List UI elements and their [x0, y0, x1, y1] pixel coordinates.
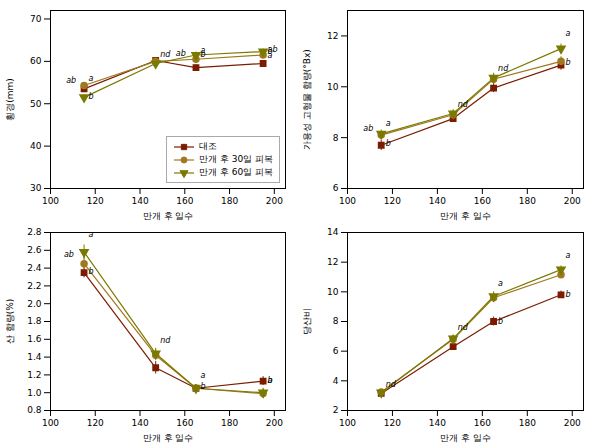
- svg-text:120: 120: [87, 196, 104, 206]
- svg-text:200: 200: [564, 196, 581, 206]
- svg-text:12: 12: [327, 257, 338, 267]
- svg-text:6: 6: [333, 346, 339, 356]
- svg-text:30: 30: [30, 183, 42, 193]
- svg-text:2.2: 2.2: [27, 281, 41, 291]
- svg-text:160: 160: [176, 196, 193, 206]
- svg-text:a: a: [566, 29, 571, 38]
- svg-text:4: 4: [333, 376, 339, 386]
- svg-text:50: 50: [30, 99, 42, 109]
- svg-text:12: 12: [327, 31, 338, 41]
- svg-text:8: 8: [333, 133, 339, 143]
- svg-text:140: 140: [429, 196, 446, 206]
- svg-text:40: 40: [30, 141, 42, 151]
- svg-text:1.8: 1.8: [27, 316, 42, 326]
- svg-text:2.8: 2.8: [27, 227, 42, 237]
- svg-text:140: 140: [131, 196, 148, 206]
- svg-text:120: 120: [384, 196, 401, 206]
- svg-text:100: 100: [42, 196, 59, 206]
- svg-text:만개 후 일수: 만개 후 일수: [440, 433, 491, 443]
- svg-text:a: a: [89, 230, 94, 239]
- svg-text:2.0: 2.0: [27, 299, 42, 309]
- svg-text:180: 180: [519, 196, 536, 206]
- svg-text:nd: nd: [458, 100, 469, 109]
- svg-text:b: b: [386, 139, 391, 148]
- svg-text:a: a: [268, 376, 273, 385]
- svg-text:a: a: [566, 251, 571, 260]
- svg-text:b: b: [89, 92, 94, 101]
- svg-text:200: 200: [266, 196, 283, 206]
- svg-text:b: b: [566, 58, 571, 67]
- svg-text:만개 후 일수: 만개 후 일수: [143, 433, 194, 443]
- svg-text:산 함량(%): 산 함량(%): [5, 299, 15, 344]
- svg-text:2.4: 2.4: [27, 263, 42, 273]
- svg-text:만개 후 일수: 만개 후 일수: [143, 211, 194, 221]
- svg-text:b: b: [89, 267, 94, 276]
- svg-text:만개 후 일수: 만개 후 일수: [440, 211, 491, 221]
- svg-text:a: a: [89, 74, 94, 83]
- html-text:만개 후 30일 피복: 만개 후 30일 피복: [199, 154, 273, 164]
- svg-text:횡경(mm): 횡경(mm): [5, 78, 15, 121]
- svg-text:100: 100: [339, 196, 356, 206]
- svg-text:10: 10: [327, 287, 339, 297]
- svg-text:nd: nd: [458, 323, 469, 332]
- svg-text:ab: ab: [66, 76, 76, 85]
- svg-text:b: b: [268, 376, 273, 385]
- svg-text:120: 120: [87, 418, 104, 428]
- svg-text:nd: nd: [386, 380, 397, 389]
- svg-text:160: 160: [474, 196, 491, 206]
- svg-text:a: a: [386, 119, 391, 128]
- svg-text:b: b: [200, 382, 205, 391]
- svg-text:70: 70: [30, 14, 42, 24]
- svg-text:a: a: [200, 371, 205, 380]
- svg-text:160: 160: [176, 418, 193, 428]
- svg-text:b: b: [200, 50, 205, 59]
- svg-text:2: 2: [333, 405, 339, 415]
- svg-text:60: 60: [30, 56, 42, 66]
- svg-text:120: 120: [384, 418, 401, 428]
- svg-text:b: b: [498, 317, 503, 326]
- svg-text:180: 180: [221, 196, 238, 206]
- svg-text:180: 180: [221, 418, 238, 428]
- svg-text:14: 14: [327, 227, 339, 237]
- html-text:대조: 대조: [199, 141, 217, 151]
- svg-text:b: b: [566, 290, 571, 299]
- svg-text:140: 140: [131, 418, 148, 428]
- svg-text:당산비: 당산비: [302, 308, 312, 335]
- svg-text:8: 8: [333, 316, 339, 326]
- svg-text:1.6: 1.6: [27, 334, 42, 344]
- svg-text:ab: ab: [363, 124, 373, 133]
- svg-text:100: 100: [42, 418, 59, 428]
- svg-text:ab: ab: [64, 250, 74, 259]
- svg-text:180: 180: [519, 418, 536, 428]
- svg-text:140: 140: [429, 418, 446, 428]
- svg-text:가용성 고형물 함량(°Bx): 가용성 고형물 함량(°Bx): [302, 49, 312, 150]
- svg-text:2.6: 2.6: [27, 245, 42, 255]
- svg-text:200: 200: [266, 418, 283, 428]
- svg-text:ab: ab: [176, 49, 186, 58]
- svg-text:a: a: [498, 279, 503, 288]
- svg-text:nd: nd: [160, 336, 171, 345]
- svg-text:100: 100: [339, 418, 356, 428]
- svg-text:1.0: 1.0: [27, 388, 42, 398]
- svg-text:nd: nd: [160, 50, 171, 59]
- svg-text:160: 160: [474, 418, 491, 428]
- html-text:만개 후 60일 피복: 만개 후 60일 피복: [199, 167, 273, 177]
- svg-text:0.8: 0.8: [27, 405, 42, 415]
- svg-text:6: 6: [333, 183, 339, 193]
- svg-text:1.2: 1.2: [27, 370, 41, 380]
- svg-text:200: 200: [564, 418, 581, 428]
- svg-text:10: 10: [327, 82, 339, 92]
- svg-text:b: b: [268, 47, 273, 56]
- svg-text:1.4: 1.4: [27, 352, 42, 362]
- svg-text:nd: nd: [498, 64, 509, 73]
